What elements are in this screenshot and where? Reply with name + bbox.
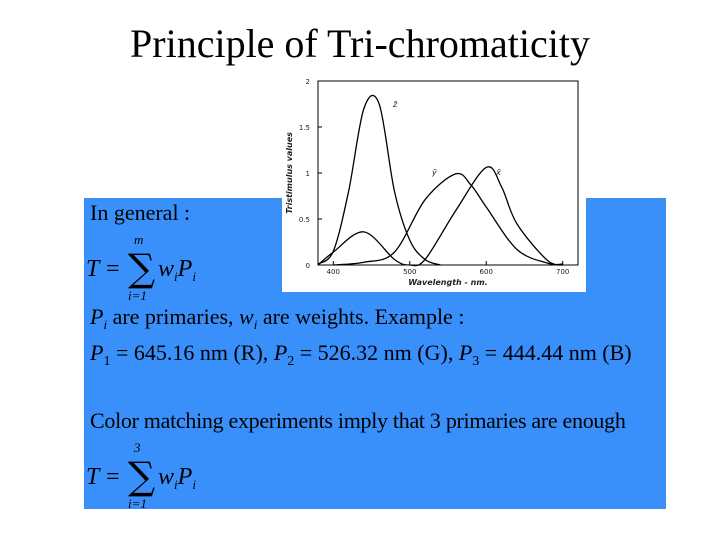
x-tick-label: 500 — [403, 268, 416, 276]
series-label: x̄ — [495, 168, 501, 177]
color-matching-text: Color matching experiments imply that 3 … — [90, 408, 626, 433]
series-line — [317, 166, 563, 267]
formula-lhs: T — [86, 464, 100, 490]
formula-equals: = — [106, 256, 120, 282]
primaries-text: Pi are primaries, wi are weights. Exampl… — [90, 304, 465, 332]
formula-term: wiPi — [158, 464, 196, 492]
y-tick-label: 0.5 — [299, 216, 310, 224]
tristimulus-chart-svg: 400 500 600 700 0 0.5 1 1.5 2 Wavelength - nm. Tri… — [285, 78, 579, 287]
formula-equals: = — [106, 464, 120, 490]
plot-frame — [317, 80, 579, 266]
sum-upper-limit: m — [134, 232, 144, 247]
in-general-text: In general : — [90, 200, 191, 225]
sum-upper-limit: 3 — [134, 440, 141, 455]
sum-lower-limit: i=1 — [128, 496, 147, 511]
y-tick-label: 1.5 — [299, 124, 310, 132]
sum-formula-m: T = m ∑ i=1 wiPi — [86, 232, 226, 308]
y-tick-label: 0 — [306, 262, 310, 270]
y-tick-label: 2 — [306, 78, 310, 86]
sum-formula-3: T = 3 ∑ i=1 wiPi — [86, 440, 226, 516]
sigma-symbol: ∑ — [128, 246, 156, 290]
example-primaries: P1 = 645.16 nm (R), P2 = 526.32 nm (G), … — [90, 340, 632, 369]
series-line — [317, 94, 441, 266]
series-line — [333, 172, 563, 266]
sigma-symbol: ∑ — [128, 454, 156, 498]
formula-term: wiPi — [158, 256, 196, 284]
y-tick-label: 1 — [306, 170, 310, 178]
sum-lower-limit: i=1 — [128, 288, 147, 303]
series-label: ȳ — [431, 168, 437, 177]
x-tick-label: 600 — [480, 268, 493, 276]
formula-lhs: T — [86, 256, 100, 282]
series-label: z̄ — [392, 100, 398, 109]
x-tick-label: 700 — [556, 268, 569, 276]
x-axis-label: Wavelength - nm. — [408, 278, 487, 287]
y-axis-label: Tristimulus values — [285, 132, 294, 214]
x-tick-label: 400 — [327, 268, 340, 276]
tristimulus-chart: 400 500 600 700 0 0.5 1 1.5 2 Wavelength - nm. Tri… — [282, 75, 586, 292]
slide-title: Principle of Tri-chromaticity — [130, 21, 590, 66]
